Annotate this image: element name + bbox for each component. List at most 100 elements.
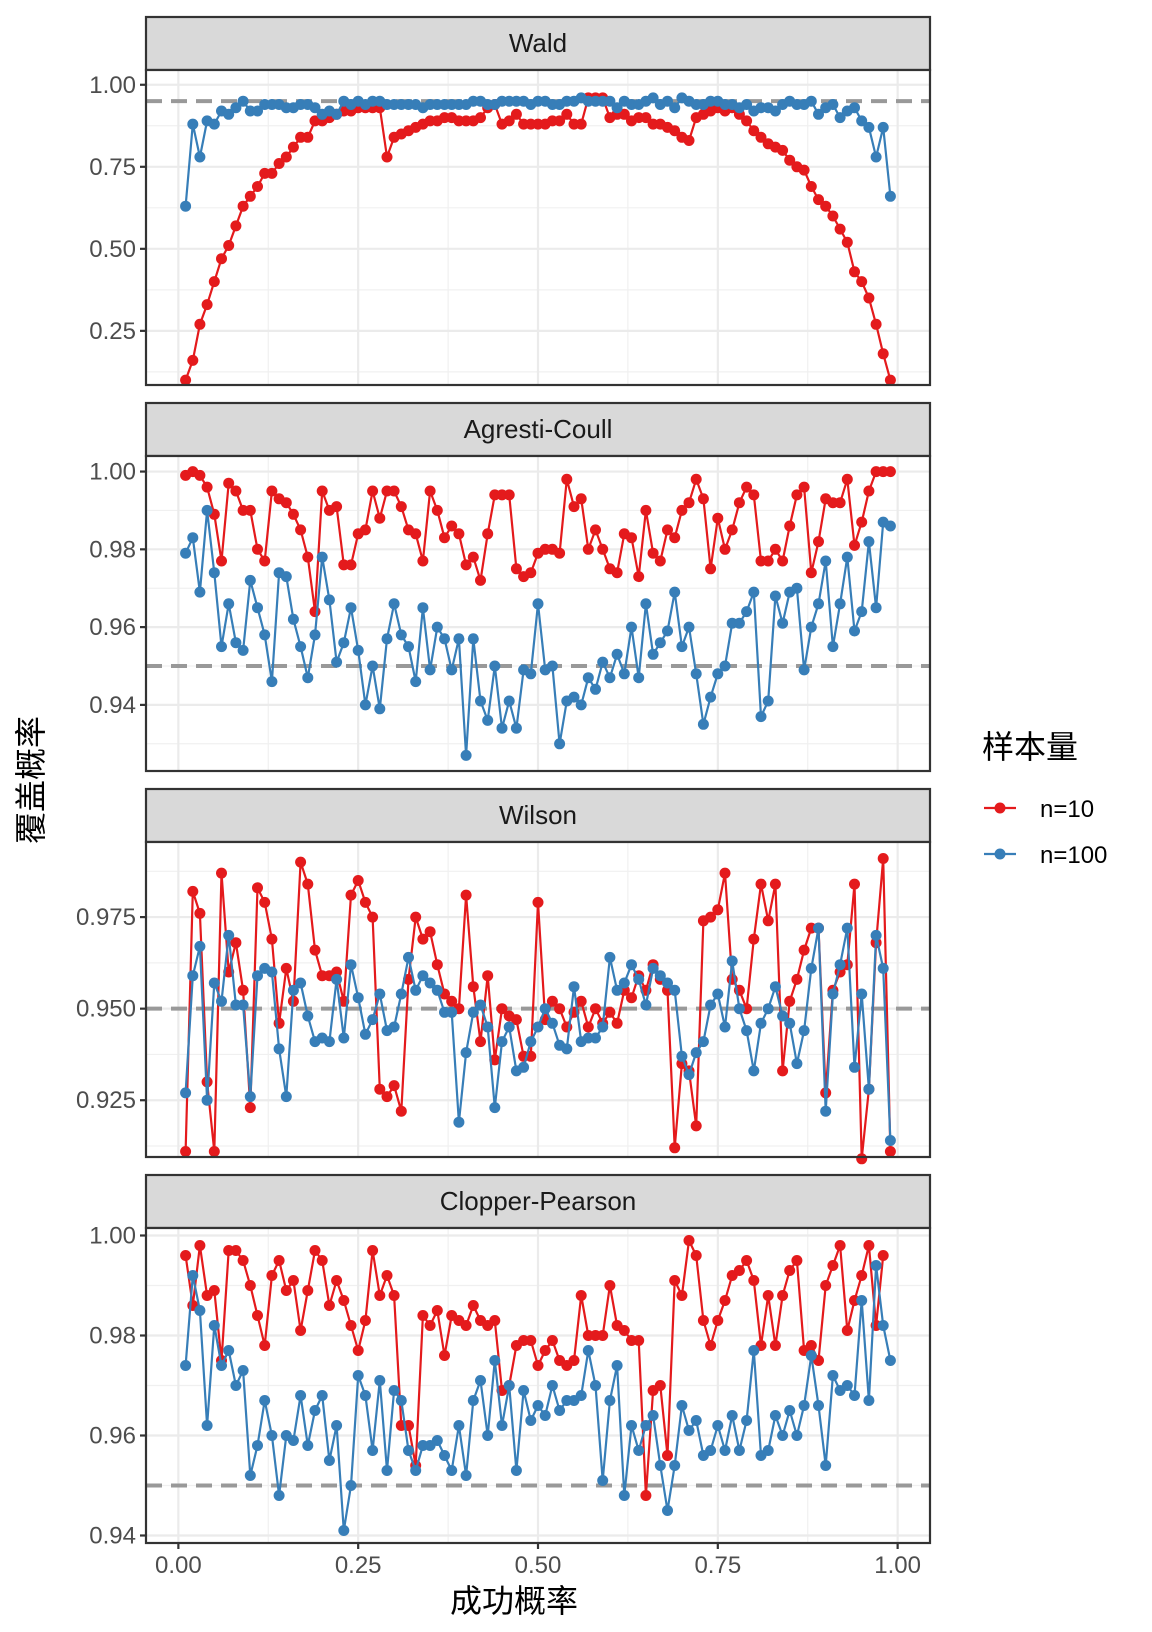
data-point xyxy=(748,586,760,598)
data-point xyxy=(604,95,616,107)
data-point xyxy=(805,1340,817,1351)
data-point xyxy=(741,1415,753,1426)
data-point xyxy=(237,999,249,1011)
data-point xyxy=(597,656,609,668)
data-point xyxy=(503,115,515,127)
data-point xyxy=(705,1340,717,1351)
data-point xyxy=(705,911,717,923)
data-point xyxy=(403,1445,414,1456)
data-point xyxy=(582,1021,594,1033)
data-point xyxy=(309,606,321,618)
data-point xyxy=(431,984,443,996)
data-point xyxy=(475,1036,486,1048)
data-point xyxy=(712,988,724,1000)
legend: 样本量 n=10 n=100 xyxy=(982,728,1107,869)
data-point xyxy=(877,348,889,360)
data-point xyxy=(733,1003,745,1015)
data-point xyxy=(755,1017,767,1029)
data-point xyxy=(331,108,343,120)
data-point xyxy=(877,1320,889,1331)
data-point xyxy=(827,210,839,222)
data-point xyxy=(676,641,688,653)
data-point xyxy=(798,944,810,956)
data-point xyxy=(345,1480,357,1491)
data-point xyxy=(367,1445,379,1456)
data-point xyxy=(216,253,227,265)
data-point xyxy=(769,878,781,890)
data-point xyxy=(748,1275,760,1286)
data-point xyxy=(762,1445,774,1456)
data-point xyxy=(798,664,810,676)
data-point xyxy=(482,970,494,982)
data-point xyxy=(266,933,278,945)
data-point xyxy=(331,1420,343,1431)
data-point xyxy=(410,984,422,996)
data-point xyxy=(755,711,767,723)
data-point xyxy=(805,95,817,107)
data-point xyxy=(827,99,839,110)
data-point xyxy=(309,629,321,641)
data-point xyxy=(194,1240,206,1251)
data-point xyxy=(741,606,753,618)
legend-label: n=10 xyxy=(1040,796,1094,823)
data-point xyxy=(575,493,587,505)
data-point xyxy=(525,1415,537,1426)
data-point xyxy=(769,1340,781,1351)
data-point xyxy=(201,504,213,516)
data-point xyxy=(834,112,846,124)
data-point xyxy=(388,598,400,610)
data-point xyxy=(381,1465,393,1476)
data-point xyxy=(640,1490,652,1501)
panel-border xyxy=(144,454,932,773)
data-point xyxy=(180,1250,192,1261)
data-point xyxy=(216,995,227,1007)
y-tick-label: 0.75 xyxy=(89,154,136,181)
data-point xyxy=(345,1320,357,1331)
data-point xyxy=(849,1061,860,1073)
data-point xyxy=(439,1450,450,1461)
data-point xyxy=(633,1445,645,1456)
data-point xyxy=(431,959,443,971)
data-point xyxy=(539,1410,551,1421)
data-point xyxy=(870,929,882,941)
data-point xyxy=(554,115,566,127)
data-point xyxy=(510,722,522,734)
data-point xyxy=(431,1435,443,1446)
data-point xyxy=(554,547,566,559)
data-point xyxy=(741,1025,753,1037)
data-point xyxy=(777,617,789,629)
data-point xyxy=(805,621,817,633)
data-point xyxy=(798,164,810,176)
x-tick-label: 1.00 xyxy=(874,1552,921,1579)
data-point xyxy=(496,1036,508,1048)
data-point xyxy=(410,676,422,688)
data-point xyxy=(604,672,616,684)
data-point xyxy=(561,473,573,485)
series-n-10 xyxy=(180,1235,889,1501)
data-point xyxy=(834,223,846,235)
data-point xyxy=(352,1345,364,1356)
data-point xyxy=(532,1360,544,1371)
data-point xyxy=(338,1295,350,1306)
data-point xyxy=(302,131,314,143)
series-n-100 xyxy=(180,92,896,212)
data-point xyxy=(359,1315,371,1326)
y-tick-label: 0.25 xyxy=(89,318,136,345)
data-point xyxy=(640,598,652,610)
data-point xyxy=(590,1003,601,1015)
data-point xyxy=(805,1350,817,1361)
data-point xyxy=(697,718,709,730)
data-point xyxy=(208,977,220,989)
data-point xyxy=(813,536,824,548)
data-point xyxy=(367,660,379,672)
data-point xyxy=(417,602,429,614)
data-point xyxy=(705,1445,717,1456)
data-point xyxy=(849,539,860,551)
data-point xyxy=(309,944,321,956)
data-point xyxy=(302,878,314,890)
data-point xyxy=(827,1260,839,1271)
data-point xyxy=(180,1087,192,1099)
data-point xyxy=(841,551,853,563)
data-point xyxy=(834,497,846,509)
data-point xyxy=(640,504,652,516)
